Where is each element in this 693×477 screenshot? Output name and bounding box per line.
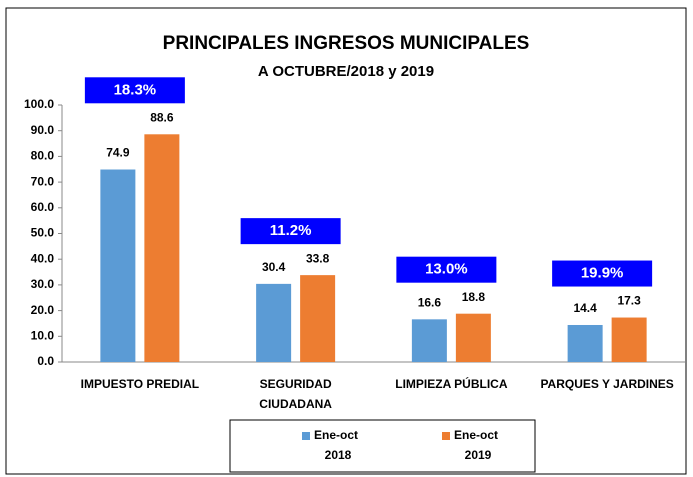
y-tick-label: 20.0 (31, 303, 55, 317)
y-tick-label: 90.0 (31, 123, 55, 137)
growth-box (240, 218, 341, 245)
growth-label: 19.9% (581, 265, 624, 282)
value-label: 74.9 (106, 146, 130, 160)
bar (100, 169, 136, 362)
y-tick-label: 80.0 (31, 149, 55, 163)
growth-box (396, 256, 497, 283)
bar (256, 283, 292, 362)
y-tick-label: 100.0 (24, 97, 54, 111)
y-tick-label: 40.0 (31, 251, 55, 265)
x-tick-label: LIMPIEZA PÚBLICA (395, 376, 508, 391)
legend-label: Ene-oct 2018 (314, 428, 358, 462)
growth-box (552, 260, 653, 287)
chart-subtitle: A OCTUBRE/2018 y 2019 (258, 63, 434, 80)
growth-label: 18.3% (114, 81, 157, 98)
bar (144, 134, 180, 362)
value-label: 16.6 (418, 296, 442, 310)
bar (567, 324, 603, 362)
y-tick-label: 30.0 (31, 277, 55, 291)
value-label: 14.4 (573, 301, 597, 315)
legend-label: Ene-oct 2019 (454, 428, 498, 462)
growth-label: 11.2% (270, 222, 312, 239)
y-tick-label: 60.0 (31, 200, 55, 214)
growth-box (84, 77, 185, 104)
growth-label: 13.0% (425, 261, 468, 278)
value-label: 17.3 (617, 294, 641, 308)
y-tick-label: 10.0 (31, 328, 55, 342)
legend-swatch (302, 432, 310, 440)
y-tick-label: 50.0 (31, 226, 55, 240)
legend-box (229, 419, 536, 473)
value-label: 18.8 (462, 290, 486, 304)
bar (300, 275, 336, 362)
x-tick-label: IMPUESTO PREDIAL (81, 377, 199, 391)
bar (455, 313, 491, 362)
chart-title: PRINCIPALES INGRESOS MUNICIPALES (163, 33, 530, 54)
value-label: 88.6 (150, 110, 174, 124)
x-tick-label: SEGURIDAD CIUDADANA (259, 377, 332, 411)
value-label: 30.4 (262, 260, 286, 274)
y-tick-label: 0.0 (37, 354, 54, 368)
x-tick-label: PARQUES Y JARDINES (540, 377, 673, 391)
value-label: 33.8 (306, 251, 330, 265)
bar (611, 317, 647, 362)
y-tick-label: 70.0 (31, 174, 55, 188)
bar (411, 319, 447, 362)
legend-swatch (442, 432, 450, 440)
